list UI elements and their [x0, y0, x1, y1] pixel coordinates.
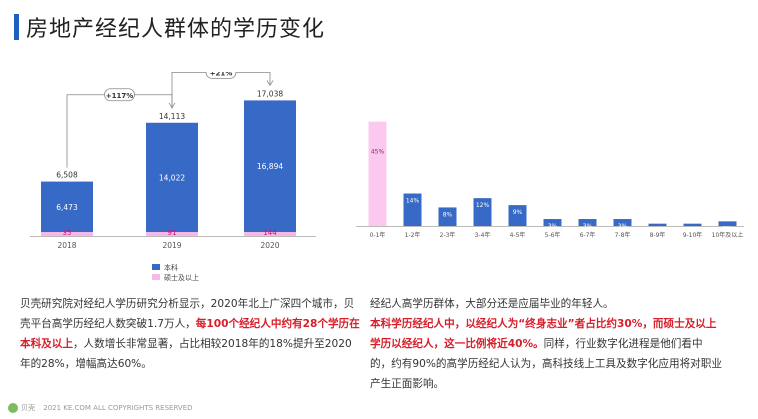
- x-tick-label: 4-5年: [510, 231, 526, 239]
- bar: [613, 219, 632, 226]
- education-growth-chart: 6,473 35 6,508 2018 14,022 91 14,113 2019 16,894…: [30, 72, 316, 282]
- bar: [473, 198, 492, 226]
- bar-value-label: 1%: [653, 228, 663, 235]
- x-tick-label: 5-6年: [545, 231, 561, 239]
- bar-value-label: 9%: [513, 209, 523, 216]
- footer: 贝壳 2021 KE.COM ALL COPYRIGHTS RESERVED: [8, 403, 193, 413]
- bar-total-label: 17,038: [257, 89, 283, 98]
- bar: [578, 219, 597, 226]
- bar: [683, 223, 702, 226]
- x-tick-label: 2018: [57, 241, 76, 250]
- growth-arrowhead: [266, 80, 274, 87]
- bar-bachelor-label: 16,894: [257, 162, 283, 171]
- x-tick-label: 2020: [260, 241, 279, 250]
- bar-total-label: 6,508: [56, 171, 78, 180]
- bar-master: [41, 232, 93, 236]
- bar-bachelor: [41, 181, 93, 232]
- x-tick-label: 2-3年: [440, 231, 456, 239]
- bar-value-label: 3%: [548, 223, 558, 230]
- footer-copyright: 2021 KE.COM ALL COPYRIGHTS RESERVED: [43, 404, 193, 412]
- left-text-highlight: 每100个经纪人中约有28个学历在本科及以上: [20, 318, 360, 350]
- growth-badge: [205, 72, 237, 79]
- x-tick-label: 7-8年: [615, 231, 631, 239]
- bar-bachelor: [244, 100, 296, 232]
- bar: [508, 205, 527, 226]
- x-tick-label: 2019: [162, 241, 181, 250]
- bar-master-label: 91: [168, 229, 177, 237]
- x-tick-label: 1-2年: [405, 231, 421, 239]
- bar-total-label: 14,113: [159, 112, 185, 121]
- bar-value-label: 2%: [723, 225, 733, 232]
- bar: [648, 223, 667, 226]
- bar-value-label: 1%: [688, 228, 698, 235]
- x-tick-label: 6-7年: [580, 231, 596, 239]
- bar: [368, 121, 387, 226]
- bar-bachelor: [146, 122, 198, 232]
- right-text-part2: 同样，行业数字化进程是他们看中的，约有90%的高学历经纪人认为，高科技线上工具及…: [370, 338, 722, 390]
- beike-logo-icon: [8, 403, 18, 413]
- left-description: 贝壳研究院对经纪人学历研究分析显示，2020年北上广深四个城市，贝壳平台高学历经…: [20, 294, 362, 374]
- bar-value-label: 3%: [583, 223, 593, 230]
- right-description: 经纪人高学历群体，大部分还是应届毕业的年轻人。 本科学历经纪人中，以经纪人为“终…: [370, 294, 722, 394]
- x-tick-label: 8-9年: [650, 231, 666, 239]
- bar-master-label: 35: [63, 229, 72, 237]
- legend-label-bachelor: 本科: [164, 263, 178, 272]
- growth-label: +117%: [106, 92, 134, 100]
- right-text-part1: 经纪人高学历群体，大部分还是应届毕业的年轻人。: [370, 298, 614, 310]
- page-title: 房地产经纪人群体的学历变化: [26, 17, 326, 42]
- x-tick-label: 9-10年: [683, 231, 703, 239]
- x-tick-label: 10年及以上: [712, 231, 744, 239]
- bar: [403, 193, 422, 226]
- bar: [543, 219, 562, 226]
- bar-master: [244, 232, 296, 236]
- legend-swatch-master: [152, 274, 160, 280]
- bar-value-label: 3%: [618, 223, 628, 230]
- bar-bachelor-label: 6,473: [56, 203, 78, 212]
- growth-label: +21%: [210, 72, 233, 77]
- legend-swatch-bachelor: [152, 264, 160, 270]
- bar-value-label: 8%: [443, 211, 453, 218]
- bar-value-label: 14%: [406, 198, 420, 205]
- growth-badge: [104, 88, 135, 102]
- left-text-part2: ，人数增长非常显著，占比相较2018年的18%提升至2020年的28%，增幅高达…: [20, 338, 352, 370]
- right-text-highlight: 本科学历经纪人中，以经纪人为“终身志业”者占比约30%，而硕士及以上学历以经纪人…: [370, 318, 717, 350]
- bar-value-label: 12%: [476, 202, 490, 209]
- bar-master: [146, 232, 198, 236]
- x-tick-label: 3-4年: [475, 231, 491, 239]
- title-accent-bar: [14, 14, 19, 40]
- bar-bachelor-label: 14,022: [159, 173, 185, 182]
- bar: [438, 207, 457, 226]
- work-years-distribution-chart: 45%0-1年14%1-2年8%2-3年12%3-4年9%4-5年3%5-6年3…: [356, 121, 744, 239]
- x-tick-label: 0-1年: [370, 231, 386, 239]
- legend-label-master: 硕士及以上: [164, 273, 199, 282]
- bar: [718, 221, 737, 226]
- bar-master-label: 144: [263, 229, 277, 237]
- bar-value-label: 45%: [371, 149, 385, 156]
- footer-logo-text: 贝壳: [21, 404, 35, 412]
- left-text-part1: 贝壳研究院对经纪人学历研究分析显示，2020年北上广深四个城市，贝壳平台高学历经…: [20, 298, 355, 330]
